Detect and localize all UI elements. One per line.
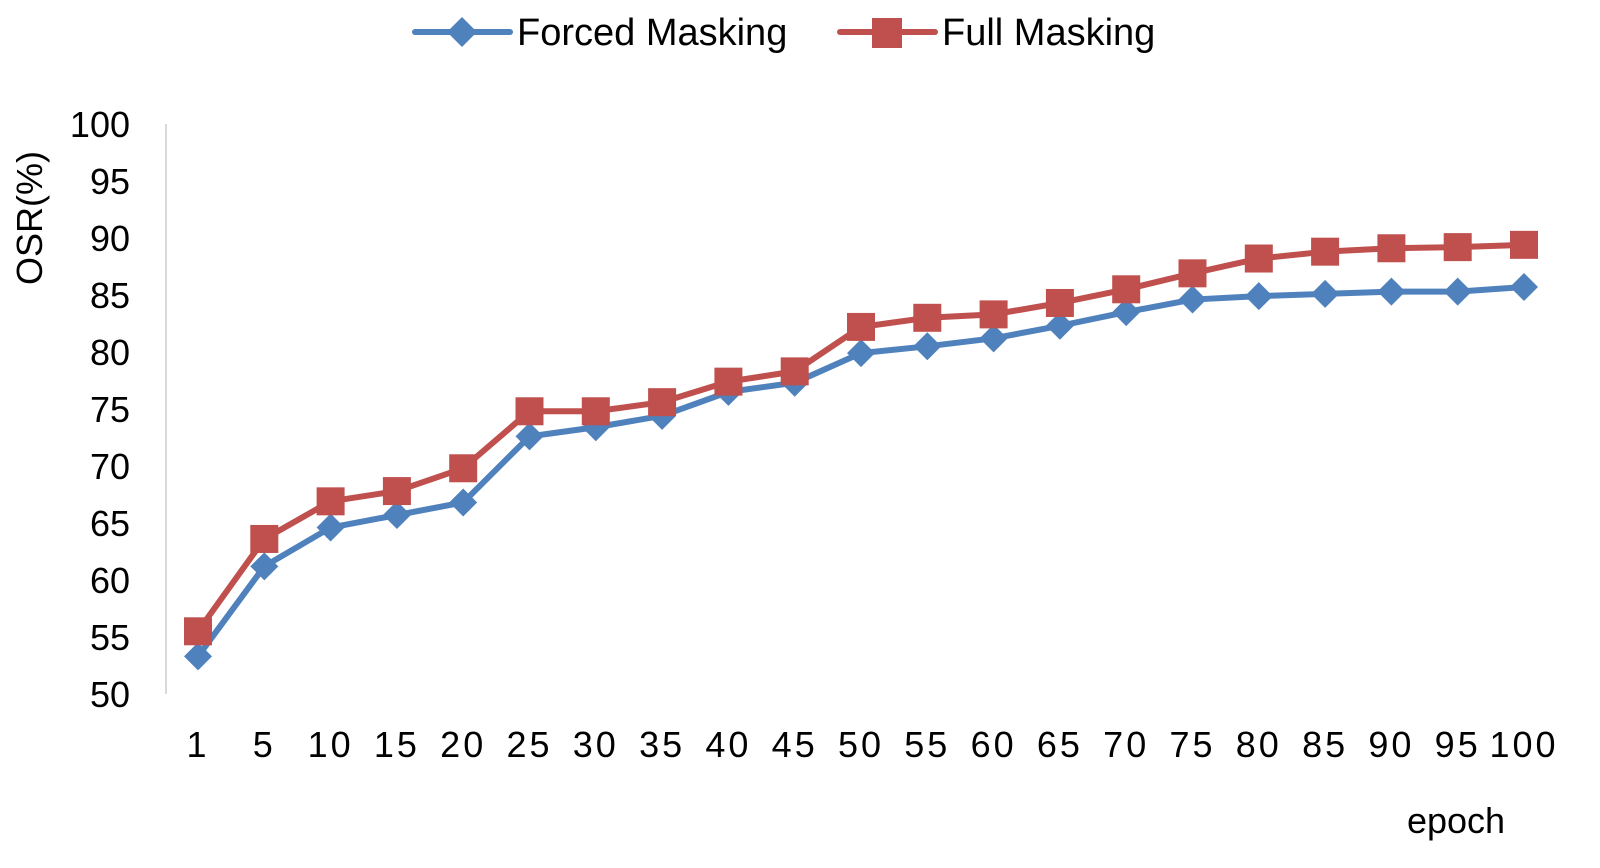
legend-marker-full-masking <box>872 18 902 48</box>
data-point-forced-masking <box>1045 311 1074 340</box>
data-point-forced-masking <box>316 513 345 542</box>
x-tick-label: 45 <box>772 724 818 765</box>
y-tick-label: 100 <box>70 104 130 145</box>
x-tick-label: 50 <box>838 724 884 765</box>
y-tick-label: 55 <box>90 617 130 658</box>
data-point-full-masking <box>1244 244 1273 273</box>
x-tick-label: 35 <box>639 724 685 765</box>
data-point-full-masking <box>1112 275 1141 304</box>
x-tick-label: 80 <box>1236 724 1282 765</box>
data-point-full-masking <box>780 357 809 386</box>
x-tick-label: 30 <box>573 724 619 765</box>
data-point-forced-masking <box>382 501 411 530</box>
data-point-full-masking <box>847 312 875 341</box>
data-point-full-masking <box>1443 233 1472 262</box>
data-point-forced-masking <box>847 339 875 368</box>
data-point-full-masking <box>1311 237 1340 266</box>
data-point-full-masking <box>515 397 544 426</box>
x-tick-label: 15 <box>374 724 420 765</box>
data-point-full-masking <box>1178 259 1207 288</box>
y-tick-label: 95 <box>90 161 130 202</box>
data-point-full-masking <box>979 300 1008 329</box>
data-point-full-masking <box>913 303 942 332</box>
y-tick-label: 85 <box>90 275 130 316</box>
legend: Forced Masking Full Masking <box>412 12 1155 54</box>
data-point-full-masking <box>184 617 212 646</box>
data-point-forced-masking <box>1178 285 1207 314</box>
y-tick-label: 50 <box>90 674 130 715</box>
data-point-forced-masking <box>1510 273 1538 302</box>
y-tick-label: 90 <box>90 218 130 259</box>
x-axis-ticks: 1 5 10 15 20 25 30 35 40 45 50 55 60 65 70 75 80 85 90 95 10… <box>186 724 1558 765</box>
x-tick-label: 95 <box>1435 724 1481 765</box>
series-markers <box>184 230 1538 671</box>
data-point-full-masking <box>1377 234 1406 263</box>
x-tick-label: 65 <box>1037 724 1083 765</box>
legend-marker-forced-masking <box>447 17 477 47</box>
legend-item-forced-masking: Forced Masking <box>412 12 787 54</box>
data-point-full-masking <box>316 487 345 516</box>
y-tick-label: 60 <box>90 560 130 601</box>
data-point-forced-masking <box>979 324 1008 353</box>
x-tick-label: 100 <box>1489 724 1558 765</box>
data-point-forced-masking <box>515 422 544 451</box>
x-tick-label: 1 <box>186 724 209 765</box>
data-point-full-masking <box>250 524 279 553</box>
data-point-full-masking <box>1510 230 1538 259</box>
legend-label-full-masking: Full Masking <box>942 12 1155 54</box>
data-point-full-masking <box>382 477 411 506</box>
x-axis-title: epoch <box>1407 800 1505 841</box>
x-tick-label: 10 <box>308 724 354 765</box>
y-axis-title: OSR(%) <box>9 151 50 285</box>
data-point-forced-masking <box>250 552 279 581</box>
x-tick-label: 25 <box>506 724 552 765</box>
data-point-full-masking <box>648 388 677 417</box>
y-tick-label: 65 <box>90 503 130 544</box>
x-tick-label: 90 <box>1368 724 1414 765</box>
x-tick-label: 60 <box>971 724 1017 765</box>
x-tick-label: 75 <box>1169 724 1215 765</box>
data-point-forced-masking <box>184 642 212 671</box>
x-tick-label: 70 <box>1103 724 1149 765</box>
x-tick-label: 5 <box>253 724 276 765</box>
y-tick-label: 80 <box>90 332 130 373</box>
y-tick-label: 75 <box>90 389 130 430</box>
data-point-forced-masking <box>1112 298 1141 327</box>
y-tick-label: 70 <box>90 446 130 487</box>
x-tick-label: 40 <box>705 724 751 765</box>
legend-item-full-masking: Full Masking <box>837 12 1155 54</box>
data-point-full-masking <box>714 367 743 396</box>
data-point-full-masking <box>581 397 610 426</box>
data-point-forced-masking <box>1244 282 1273 311</box>
x-tick-label: 20 <box>440 724 486 765</box>
data-point-forced-masking <box>1443 277 1472 306</box>
data-point-full-masking <box>1045 288 1074 317</box>
data-point-forced-masking <box>1377 277 1406 306</box>
y-axis-ticks: 50 55 60 65 70 75 80 85 90 95 100 <box>70 104 130 715</box>
x-tick-label: 85 <box>1302 724 1348 765</box>
data-point-forced-masking <box>1311 279 1340 308</box>
data-point-forced-masking <box>913 332 942 361</box>
data-point-full-masking <box>449 454 478 483</box>
legend-label-forced-masking: Forced Masking <box>517 12 787 54</box>
x-tick-label: 55 <box>904 724 950 765</box>
data-point-forced-masking <box>449 488 478 517</box>
